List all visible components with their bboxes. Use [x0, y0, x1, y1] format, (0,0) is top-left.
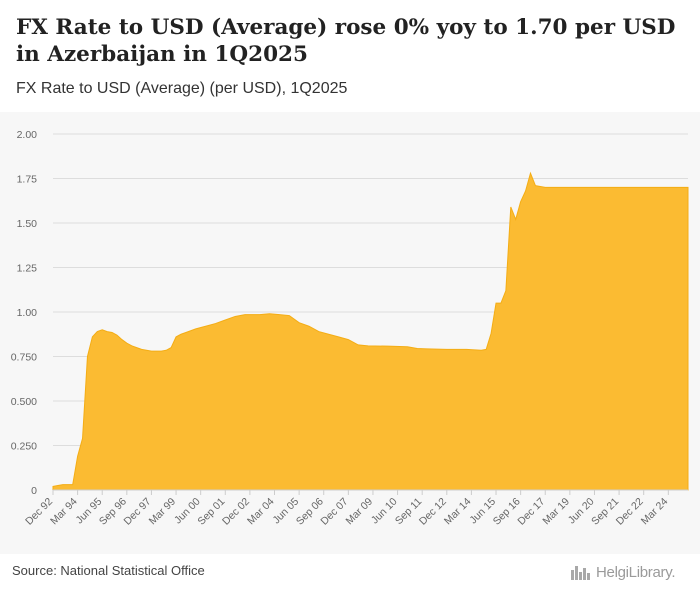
x-tick-label: Mar 04 — [245, 496, 277, 528]
x-tick-label: Dec 22 — [614, 496, 646, 528]
y-tick-label: 1.00 — [17, 307, 38, 319]
logo-text: HelgiLibrary. — [596, 563, 676, 581]
y-tick-label: 0 — [31, 485, 37, 497]
area-series-fx-rate — [52, 171, 689, 491]
y-tick-label: 0.750 — [11, 352, 37, 364]
helgi-library-logo: HelgiLibrary. — [570, 561, 675, 583]
x-tick-label: Dec 17 — [515, 496, 547, 528]
y-tick-label: 0.250 — [11, 441, 37, 453]
x-tick-label: Dec 07 — [318, 496, 350, 528]
x-tick-label: Dec 12 — [417, 496, 449, 528]
y-tick-label: 2.00 — [17, 129, 38, 141]
x-tick-label: Dec 02 — [220, 496, 252, 528]
y-tick-label: 1.75 — [17, 174, 38, 186]
x-tick-label: Mar 24 — [639, 496, 671, 528]
source-note: Source: National Statistical Office — [12, 563, 205, 578]
x-tick-label: Mar 14 — [442, 496, 474, 528]
x-tick-label: Dec 97 — [122, 496, 154, 528]
x-tick-label: Dec 92 — [23, 496, 55, 528]
chart-subtitle: FX Rate to USD (Average) (per USD), 1Q20… — [16, 80, 348, 97]
city-skyline-icon — [571, 566, 590, 580]
chart-title: FX Rate to USD (Average) rose 0% yoy to … — [16, 15, 676, 67]
x-tick-label: Mar 19 — [540, 496, 572, 528]
x-tick-label: Mar 94 — [48, 496, 80, 528]
x-tick-label: Mar 99 — [147, 496, 179, 528]
y-tick-label: 1.50 — [17, 218, 38, 230]
x-tick-label: Mar 09 — [343, 496, 375, 528]
y-tick-label: 0.500 — [11, 396, 37, 408]
y-tick-label: 1.25 — [17, 263, 38, 275]
area-chart: 0 0.250 0.500 0.750 1.00 1.25 1.50 1.75 2.00 Dec … — [11, 129, 689, 528]
